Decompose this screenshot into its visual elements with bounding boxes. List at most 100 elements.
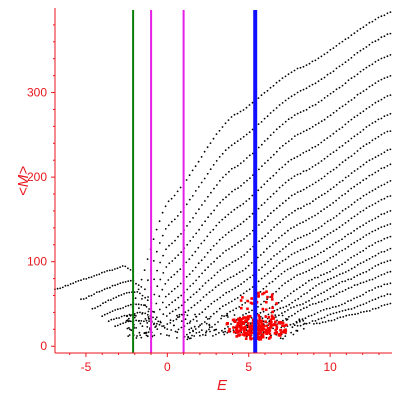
curve-point-5-9 xyxy=(173,287,176,290)
branch-point-5-10 xyxy=(140,320,143,322)
curve-point-10-48 xyxy=(329,232,332,234)
curve-point-3-60 xyxy=(314,123,317,126)
curve-point-0-29 xyxy=(212,137,215,140)
curve-point-9-69 xyxy=(380,184,383,187)
curve-point-9-15 xyxy=(219,296,222,299)
curve-point-4-59 xyxy=(317,143,320,146)
curve-point-1-44 xyxy=(260,121,263,123)
branch-point-2-6 xyxy=(107,299,110,302)
curve-point-14-46 xyxy=(371,256,374,258)
noise-point-67 xyxy=(127,317,130,320)
curve-point-10-37 xyxy=(296,250,299,253)
noise-point-159 xyxy=(224,330,227,333)
noise-point-153 xyxy=(187,336,190,339)
curve-point-10-14 xyxy=(227,302,230,304)
curve-point-9-62 xyxy=(359,197,362,200)
curve-point-12-51 xyxy=(365,234,368,236)
curve-point-18-10 xyxy=(326,314,329,317)
curve-point-13-49 xyxy=(371,244,374,247)
curve-point-1-14 xyxy=(170,220,173,223)
curve-point-10-49 xyxy=(332,230,335,233)
curve-point-7-50 xyxy=(309,202,311,205)
branch-point-0-20 xyxy=(106,270,108,272)
curve-point-8-62 xyxy=(353,185,356,188)
noise-point-22 xyxy=(139,322,142,325)
highlight-point-231 xyxy=(265,332,268,335)
curve-point-1-3 xyxy=(138,307,140,310)
curve-point-4-47 xyxy=(281,166,284,169)
curve-point-16-11 xyxy=(296,310,299,313)
curve-point-9-54 xyxy=(335,215,338,217)
curve-point-1-20 xyxy=(188,198,191,201)
curve-point-3-36 xyxy=(243,182,245,184)
curve-point-14-24 xyxy=(306,292,308,294)
curve-point-15-14 xyxy=(290,307,292,309)
curve-point-14-42 xyxy=(359,262,362,265)
curve-point-1-34 xyxy=(230,144,233,147)
curve-point-17-28 xyxy=(365,291,367,294)
curve-point-4-12 xyxy=(176,270,179,273)
curve-point-14-9 xyxy=(261,317,264,320)
curve-point-2-76 xyxy=(359,70,362,73)
curve-point-3-73 xyxy=(353,96,356,99)
curve-point-0-76 xyxy=(353,32,356,35)
curve-point-5-43 xyxy=(275,190,278,193)
curve-point-2-64 xyxy=(323,97,326,99)
curve-point-5-16 xyxy=(194,266,197,269)
curve-point-12-37 xyxy=(323,261,326,263)
noise-point-65 xyxy=(249,322,252,324)
curve-point-15-31 xyxy=(341,280,344,283)
curve-point-8-52 xyxy=(323,208,325,211)
curve-point-6-62 xyxy=(338,163,341,166)
curve-point-9-23 xyxy=(243,281,246,283)
curve-point-14-29 xyxy=(321,281,323,284)
noise-point-72 xyxy=(177,316,179,319)
curve-point-5-15 xyxy=(191,270,194,272)
curve-point-9-36 xyxy=(282,248,284,250)
curve-point-0-77 xyxy=(356,30,359,32)
highlight-point-101 xyxy=(257,291,260,295)
curve-point-6-0 xyxy=(153,334,156,337)
noise-point-130 xyxy=(222,331,225,334)
branch-point-0-29 xyxy=(129,269,132,271)
curve-point-0-12 xyxy=(161,211,164,214)
curve-point-12-45 xyxy=(347,245,350,248)
curve-point-18-13 xyxy=(335,311,338,314)
curve-point-0-82 xyxy=(371,20,374,23)
curve-point-0-86 xyxy=(383,14,386,17)
curve-point-8-72 xyxy=(383,166,386,169)
curve-point-2-85 xyxy=(386,55,389,58)
noise-point-95 xyxy=(133,316,136,319)
curve-point-12-59 xyxy=(389,223,392,225)
curve-point-1-45 xyxy=(263,117,266,120)
curve-point-0-81 xyxy=(368,21,371,24)
curve-point-5-46 xyxy=(284,181,287,184)
curve-point-3-13 xyxy=(174,257,177,259)
curve-point-0-5 xyxy=(140,278,143,281)
curve-point-1-50 xyxy=(278,104,281,106)
branch-point-3-20 xyxy=(153,311,156,313)
curve-point-9-16 xyxy=(222,294,225,296)
curve-point-13-50 xyxy=(374,242,377,244)
curve-point-3-2 xyxy=(141,325,144,328)
curve-point-9-35 xyxy=(279,250,281,253)
curve-point-9-64 xyxy=(365,193,368,196)
curve-point-5-56 xyxy=(314,164,317,166)
curve-point-2-47 xyxy=(272,131,275,134)
curve-point-3-20 xyxy=(195,232,198,235)
curve-point-1-53 xyxy=(287,97,290,100)
highlight-point-13 xyxy=(279,331,283,335)
curve-point-19-16 xyxy=(360,311,362,314)
curve-point-13-35 xyxy=(329,270,331,273)
highlight-point-243 xyxy=(285,323,288,327)
highlight-point-185 xyxy=(231,318,235,322)
curve-point-11-42 xyxy=(326,247,328,250)
curve-point-16-26 xyxy=(341,290,344,293)
curve-point-4-81 xyxy=(383,96,386,99)
highlight-point-114 xyxy=(265,290,268,293)
noise-point-103 xyxy=(127,335,130,337)
curve-point-10-0 xyxy=(186,333,188,336)
curve-point-14-43 xyxy=(362,261,365,263)
highlight-point-253 xyxy=(239,299,243,302)
curve-point-19-3 xyxy=(321,321,324,324)
